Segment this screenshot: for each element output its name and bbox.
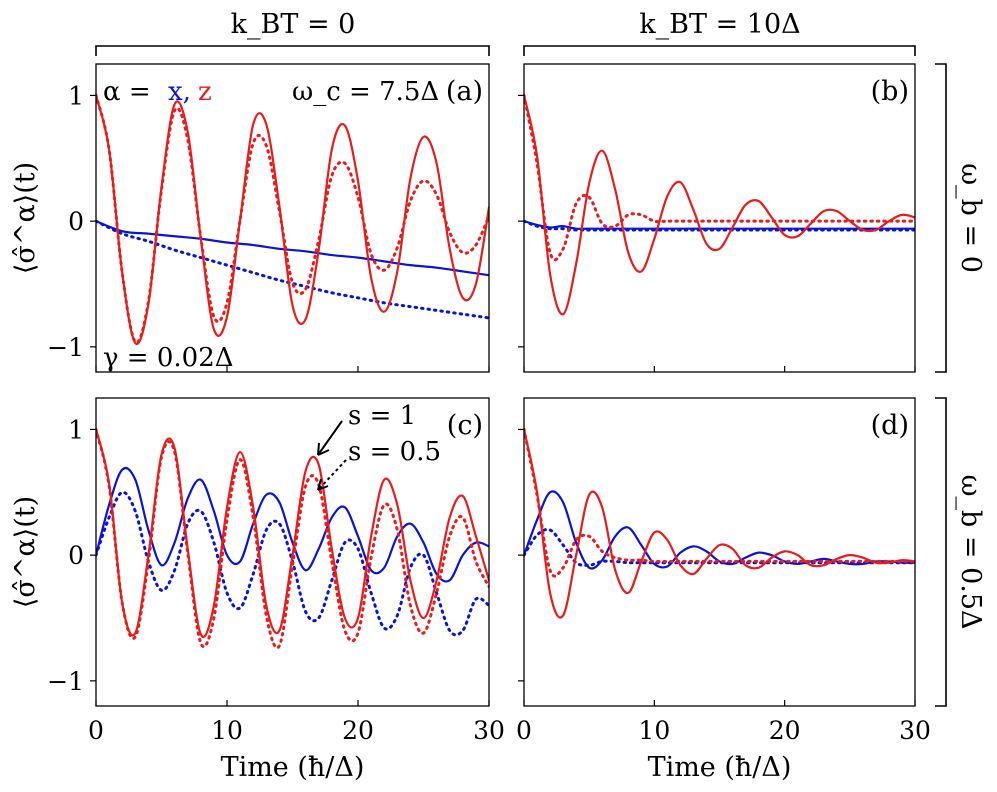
series-line-x-solid — [524, 490, 915, 570]
row-title-omega-b-0: ω_b = 0 — [955, 163, 986, 273]
panel-label: (d) — [871, 410, 909, 441]
alpha-x-annotation: x, — [168, 77, 191, 107]
series-line-x-dotted — [96, 219, 489, 320]
plot-frame — [95, 63, 490, 373]
series-line-z-solid — [96, 94, 489, 346]
series-line-x-dotted — [524, 527, 915, 567]
column-bracket-right — [523, 45, 916, 56]
x-tick-label: 10 — [638, 716, 670, 745]
x-tick-label: 0 — [88, 716, 104, 745]
x-axis-title: Time (ħ/Δ) — [221, 752, 365, 783]
series-line-x-solid — [524, 220, 915, 230]
y-tick-label: 0 — [68, 207, 84, 236]
panel-label: (a) — [446, 76, 483, 107]
alpha-z-annotation: z — [198, 77, 212, 107]
gamma-annotation: γ = 0.02Δ — [103, 343, 234, 373]
column-bracket-left — [95, 45, 490, 56]
panel-b: (b) — [518, 63, 916, 373]
row-bracket-bottom — [935, 397, 947, 707]
column-title-kbt-10: k_BT = 10Δ — [639, 9, 800, 40]
series-line-z-dotted — [524, 427, 915, 578]
x-tick-label: 30 — [899, 716, 931, 745]
row-bracket-top — [935, 63, 947, 373]
column-title-kbt-0: k_BT = 0 — [231, 9, 356, 40]
x-tick-label: 0 — [516, 716, 532, 745]
y-axis-title: ⟨σ̂^α⟩(t) — [10, 162, 41, 274]
y-tick-label: 0 — [68, 541, 84, 570]
s-05-annotation: s = 0.5 — [348, 437, 441, 467]
alpha-prefix-annotation: α = — [103, 77, 151, 107]
series-line-z-solid — [96, 428, 489, 638]
series-line-z-solid — [524, 94, 915, 316]
series-line-x-solid — [96, 466, 489, 583]
x-tick-label: 10 — [211, 716, 243, 745]
y-tick-label: −1 — [47, 333, 84, 362]
panel-label: (c) — [447, 410, 483, 441]
y-tick-label: 1 — [68, 81, 84, 110]
plot-frame — [523, 397, 916, 707]
y-axis-title: ⟨σ̂^α⟩(t) — [10, 496, 41, 608]
y-tick-label: 1 — [68, 415, 84, 444]
row-title-omega-b-05: ω_b = 0.5Δ — [955, 474, 986, 629]
s-1-annotation: s = 1 — [348, 401, 416, 431]
x-tick-label: 20 — [769, 716, 801, 745]
panel-a: −1 0 1 (a) ⟨σ̂^α⟩(t) — [10, 63, 490, 373]
series-line-z-solid — [524, 428, 915, 619]
series-line-x-dotted — [524, 219, 915, 232]
series-line-z-dotted — [524, 93, 915, 262]
panel-d: 0 10 20 30 (d) Time (ħ/Δ) — [516, 397, 931, 783]
x-tick-label: 20 — [342, 716, 374, 745]
plot-frame — [523, 63, 916, 373]
panel-c: 0 10 20 30−101 (c)⟨σ̂^α⟩(t)Time (ħ/Δ) — [10, 397, 505, 783]
x-axis-title: Time (ħ/Δ) — [648, 752, 792, 783]
panel-label: (b) — [871, 76, 909, 107]
series-line-x-solid — [96, 220, 489, 277]
arrow-s1 — [317, 420, 343, 456]
omega-c-annotation: ω_c = 7.5Δ — [292, 77, 439, 107]
arrow-s05 — [317, 459, 347, 491]
x-tick-label: 30 — [473, 716, 505, 745]
y-tick-label: −1 — [47, 667, 84, 696]
plot-frame — [95, 397, 490, 707]
